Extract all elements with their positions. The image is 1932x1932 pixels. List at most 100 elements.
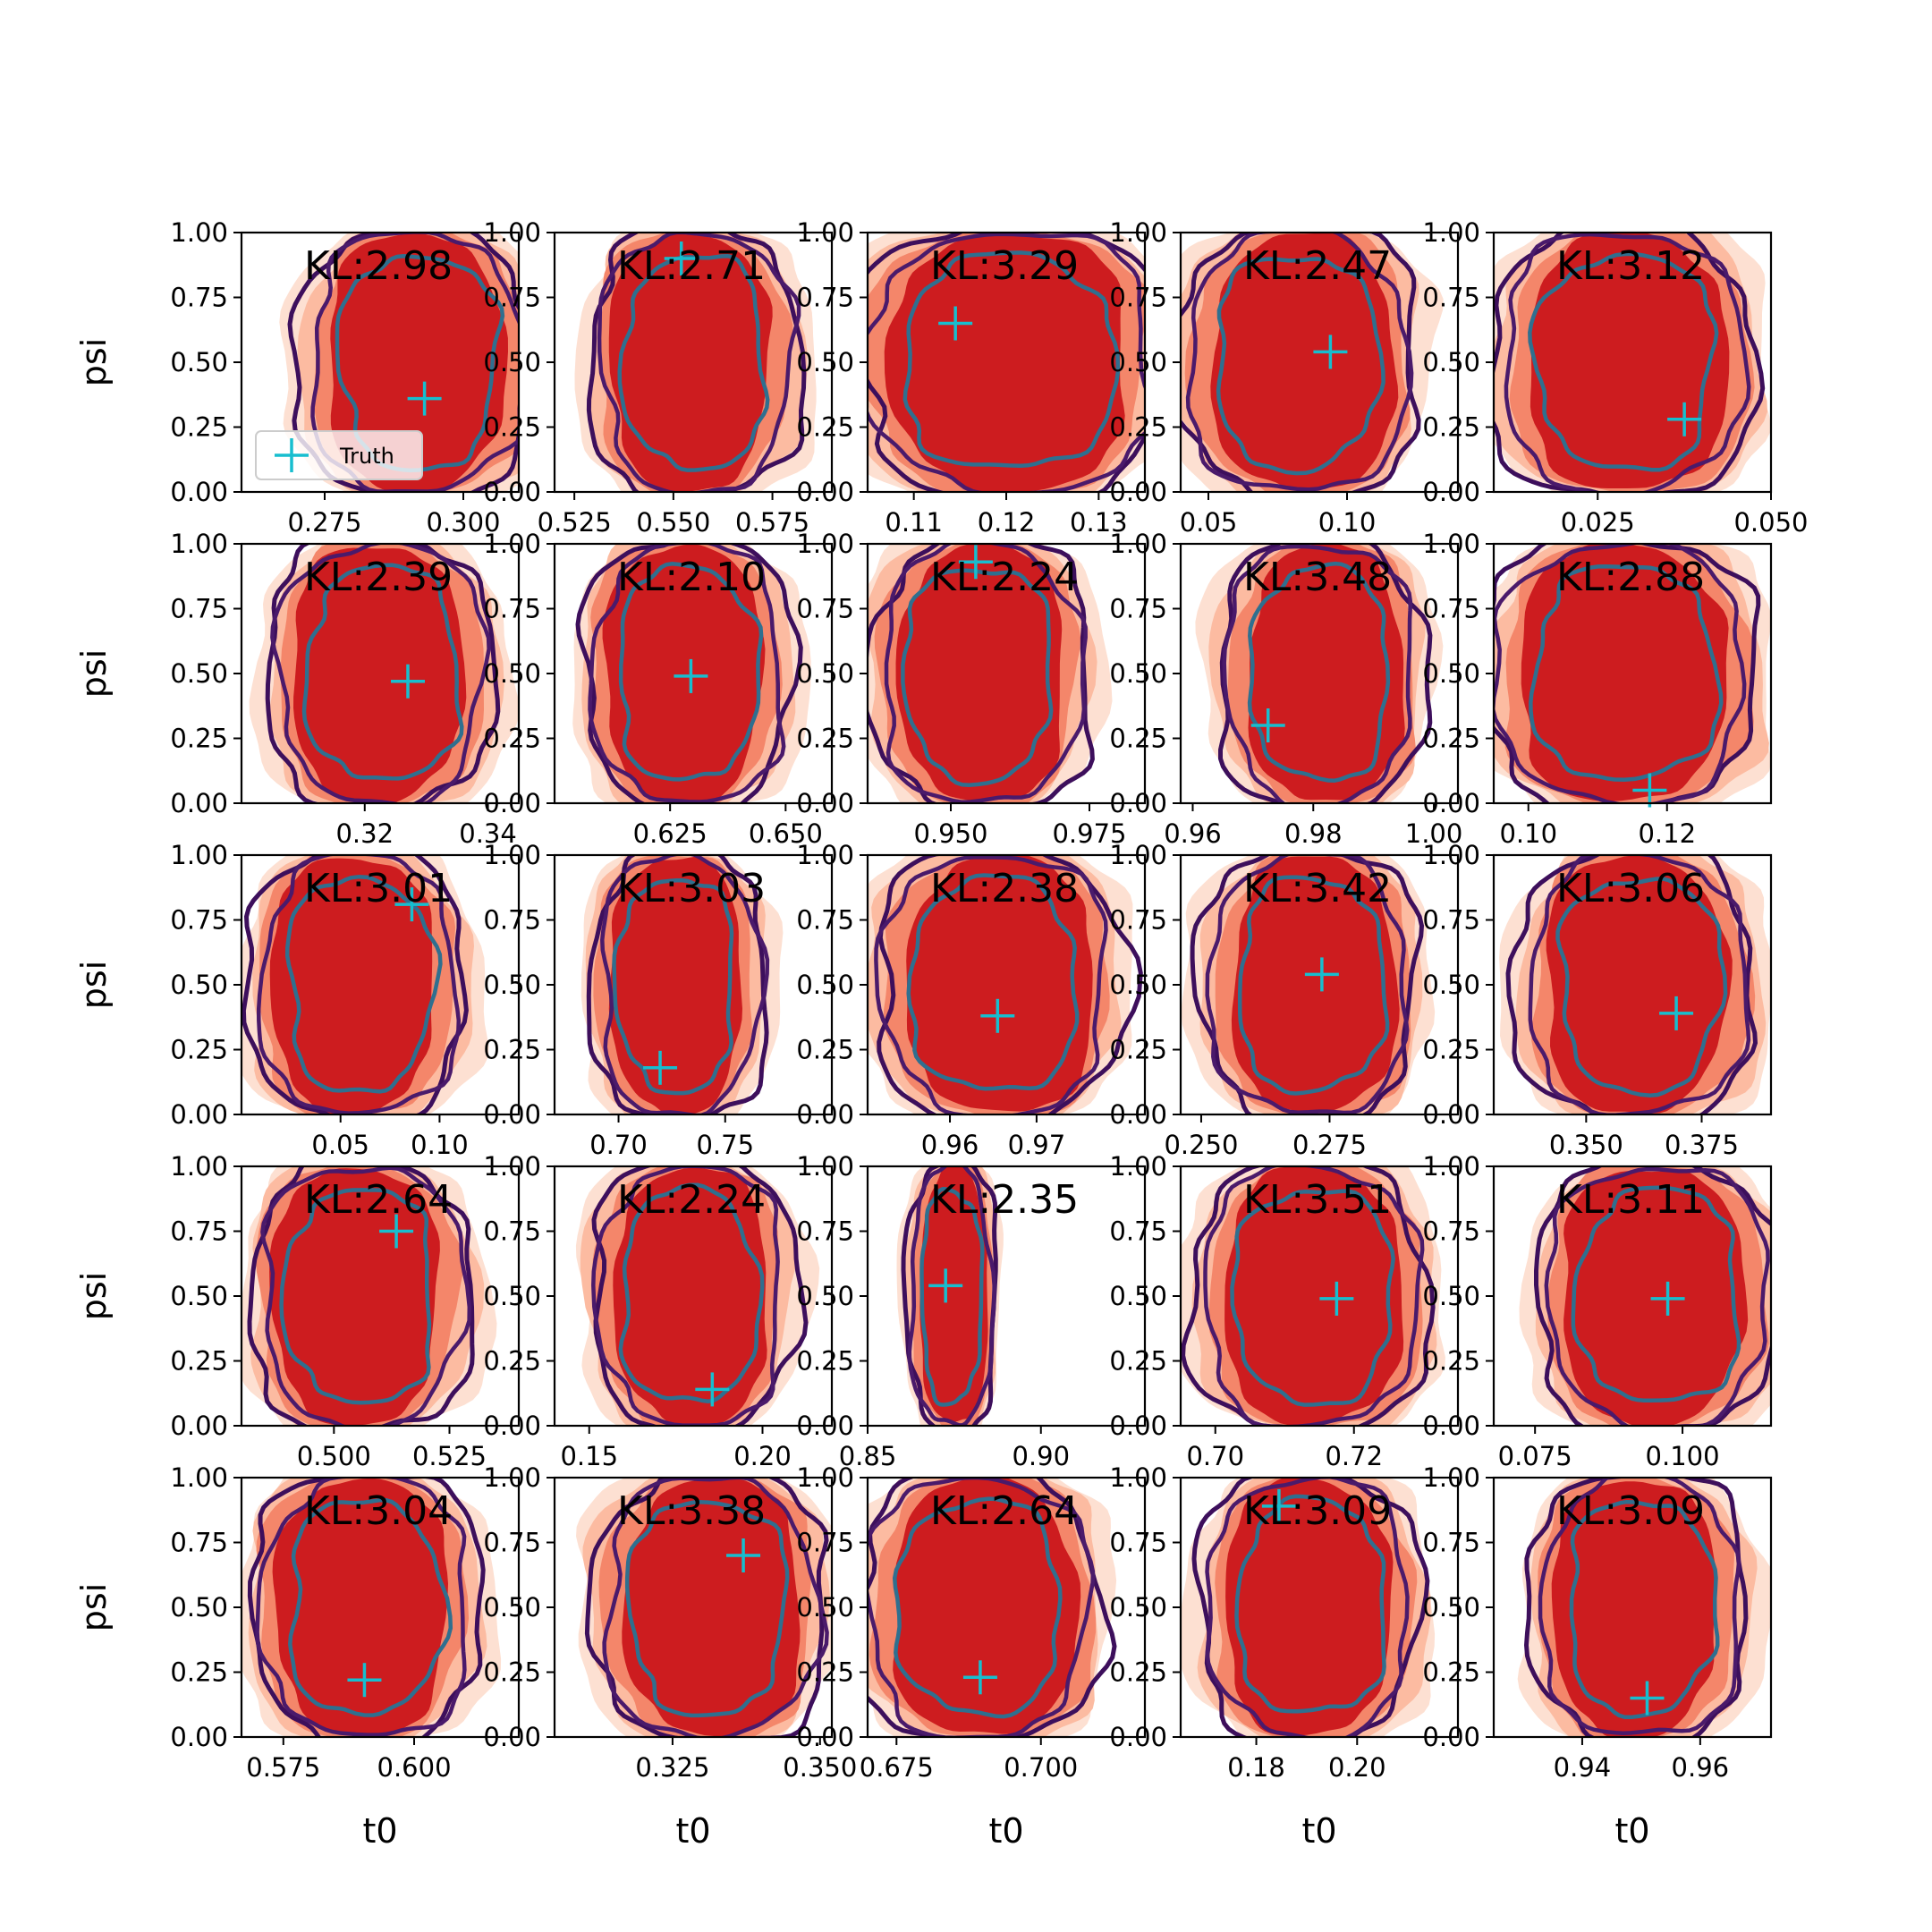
y-tick-label: 1.00 <box>170 1462 228 1493</box>
y-tick-label: 0.00 <box>170 1722 228 1752</box>
y-tick-label: 0.75 <box>796 594 854 624</box>
kl-label: KL:2.88 <box>1556 555 1705 600</box>
truth-marker <box>726 1538 761 1572</box>
contour-line-outer <box>868 1478 1117 1737</box>
contour-line-outer <box>1494 233 1766 492</box>
kl-label: KL:3.09 <box>1243 1488 1392 1534</box>
x-tick-label: 0.20 <box>1328 1752 1386 1783</box>
density-fill-core <box>1248 544 1405 801</box>
density-fill-core <box>1546 855 1733 1114</box>
x-tick-label: 0.675 <box>860 1752 934 1783</box>
x-tick-label: 0.100 <box>1646 1441 1720 1471</box>
density-fill-core <box>884 235 1125 492</box>
x-tick-label: 0.525 <box>412 1441 487 1471</box>
panel-14: 0.00 0.25 0.50 0.75 1.00 0.250 0.275 KL:3.42 <box>1109 840 1460 1160</box>
kl-label: KL:3.29 <box>930 243 1079 289</box>
x-tick-label: 0.70 <box>1186 1441 1244 1471</box>
y-tick-label: 0.50 <box>1422 970 1480 1000</box>
x-axis-label: t0 <box>362 1811 397 1851</box>
y-tick-label: 0.25 <box>483 1035 541 1065</box>
contour-line-inner <box>284 874 443 1094</box>
kl-label: KL:2.71 <box>617 243 766 289</box>
contour-line-mid <box>1222 544 1413 803</box>
y-tick-label: 0.75 <box>483 594 541 624</box>
y-tick-label: 0.50 <box>170 970 228 1000</box>
y-tick-label: 0.50 <box>1109 347 1167 377</box>
panel-13: 0.00 0.25 0.50 0.75 1.00 0.96 0.97 KL:2.38 <box>796 840 1147 1160</box>
contour-line-outer <box>591 1166 809 1426</box>
y-tick-label: 0.50 <box>170 1281 228 1311</box>
y-tick-label: 0.00 <box>1109 1411 1167 1441</box>
contour-line-inner <box>618 562 764 782</box>
y-tick-label: 1.00 <box>1109 217 1167 248</box>
panel-4-density <box>1181 233 1444 492</box>
kl-label: KL:3.09 <box>1556 1488 1705 1534</box>
panel-9: 0.00 0.25 0.50 0.75 1.00 0.96 0.98 1.00 KL:3.48 <box>1109 529 1462 849</box>
contour-line-inner <box>1529 564 1724 783</box>
x-tick-label: 0.18 <box>1227 1752 1285 1783</box>
y-tick-label: 0.00 <box>796 788 854 818</box>
x-tick-label: 0.575 <box>246 1752 320 1783</box>
panel-22-density <box>576 1478 832 1737</box>
x-tick-label: 0.375 <box>1665 1130 1739 1160</box>
y-tick-label: 0.50 <box>483 658 541 689</box>
y-tick-label: 0.75 <box>1109 1216 1167 1247</box>
density-fill-core <box>272 1478 448 1737</box>
panel-4: 0.00 0.25 0.50 0.75 1.00 0.05 0.10 KL:2.47 <box>1109 217 1460 538</box>
y-tick-label: 0.50 <box>796 1281 854 1311</box>
contour-line-mid <box>1494 544 1747 803</box>
y-tick-label: 0.75 <box>1422 283 1480 313</box>
y-tick-label: 0.75 <box>1109 594 1167 624</box>
contour-line-outer <box>901 1166 998 1426</box>
y-tick-label: 0.00 <box>1109 1722 1167 1752</box>
x-tick-label: 0.350 <box>783 1752 857 1783</box>
y-tick-label: 0.25 <box>1422 1657 1480 1688</box>
y-tick-label: 0.50 <box>1109 970 1167 1000</box>
panel-15: 0.00 0.25 0.50 0.75 1.00 0.350 0.375 KL:3.06 <box>1422 840 1773 1160</box>
density-fill-core <box>330 233 508 491</box>
y-tick-label: 0.50 <box>483 1592 541 1623</box>
density-fill-core <box>1210 233 1399 491</box>
density-fill-core <box>1224 1166 1404 1426</box>
truth-marker <box>1304 957 1339 992</box>
y-tick-label: 0.75 <box>170 1216 228 1247</box>
density-fill-core <box>293 547 467 803</box>
kl-label: KL:3.01 <box>304 866 453 911</box>
contour-line-outer <box>287 233 519 492</box>
kl-label: KL:2.24 <box>617 1177 766 1223</box>
y-tick-label: 1.00 <box>483 840 541 870</box>
x-tick-label: 0.10 <box>1499 818 1557 849</box>
y-tick-label: 0.00 <box>170 1411 228 1441</box>
x-tick-label: 0.15 <box>560 1441 618 1471</box>
x-tick-label: 0.94 <box>1554 1752 1612 1783</box>
y-tick-label: 0.50 <box>170 347 228 377</box>
y-tick-label: 0.25 <box>1422 1346 1480 1377</box>
y-axis-label: psi <box>74 338 114 386</box>
x-tick-label: 0.98 <box>1284 818 1343 849</box>
density-fill-core <box>608 233 773 492</box>
kl-label: KL:3.38 <box>617 1488 766 1534</box>
y-tick-label: 0.75 <box>1109 283 1167 313</box>
y-tick-label: 0.00 <box>170 477 228 507</box>
panel-18: 0.00 0.25 0.50 0.75 1.00 0.85 0.90 KL:2.35 <box>796 1151 1147 1471</box>
y-tick-label: 0.25 <box>1422 412 1480 443</box>
kl-label: KL:3.42 <box>1243 866 1392 911</box>
panel-16: 0.00 0.25 0.50 0.75 1.00 0.500 0.525 KL:2.64 psi <box>74 1151 521 1471</box>
x-tick-label: 0.600 <box>377 1752 452 1783</box>
y-tick-label: 0.75 <box>796 1528 854 1558</box>
y-tick-label: 1.00 <box>796 529 854 559</box>
density-fill-core <box>608 856 742 1114</box>
panel-12: 0.00 0.25 0.50 0.75 1.00 0.70 0.75 KL:3.03 <box>483 840 834 1160</box>
panel-23-density <box>868 1478 1117 1737</box>
density-fill-core <box>622 1479 801 1736</box>
y-tick-label: 1.00 <box>796 217 854 248</box>
y-tick-label: 0.25 <box>170 724 228 754</box>
panel-8-density <box>868 544 1113 803</box>
y-tick-label: 0.00 <box>170 788 228 818</box>
x-tick-label: 0.550 <box>636 507 710 538</box>
y-tick-label: 0.50 <box>796 1592 854 1623</box>
y-tick-label: 0.00 <box>483 1722 541 1752</box>
x-tick-label: 0.025 <box>1561 507 1635 538</box>
contour-line-mid <box>1528 855 1751 1114</box>
y-tick-label: 0.25 <box>170 1035 228 1065</box>
